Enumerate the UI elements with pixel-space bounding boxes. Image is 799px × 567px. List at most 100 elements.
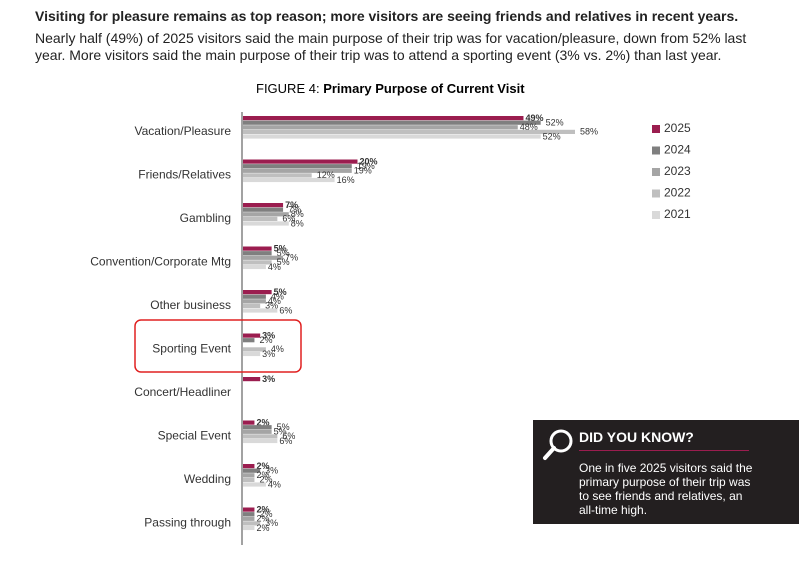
value-label: 19% — [357, 161, 375, 171]
value-label: 7% — [285, 200, 298, 210]
value-label: 19% — [354, 166, 372, 176]
bar — [243, 168, 352, 173]
bar — [243, 525, 255, 531]
bar — [243, 333, 261, 338]
value-label: 20% — [359, 156, 377, 166]
value-label: 8% — [291, 218, 304, 228]
value-label: 52% — [543, 131, 561, 141]
legend-label: 2022 — [664, 186, 691, 200]
value-label: 4% — [268, 262, 281, 272]
legend-swatch — [652, 189, 660, 198]
category-label: Other business — [150, 298, 231, 312]
bar — [243, 246, 272, 251]
bar — [243, 177, 335, 183]
value-label: 16% — [337, 175, 355, 185]
bar — [243, 120, 541, 125]
value-label: 58% — [580, 127, 598, 137]
bar — [243, 477, 255, 482]
bar — [243, 173, 312, 178]
bar — [243, 216, 278, 221]
bar — [243, 507, 255, 512]
value-label: 6% — [282, 214, 295, 224]
bar — [243, 521, 261, 526]
value-label: 2% — [259, 335, 272, 345]
bar — [243, 255, 284, 260]
legend-swatch — [652, 146, 660, 155]
bar — [243, 308, 278, 313]
value-label: 5% — [274, 427, 287, 437]
value-label: 2% — [256, 523, 269, 533]
bar — [243, 425, 272, 430]
highlight-box — [134, 319, 302, 373]
bar — [243, 351, 261, 357]
legend-label: 2023 — [664, 164, 691, 178]
magnifier-icon — [543, 429, 573, 460]
value-label: 5% — [274, 287, 287, 297]
bar — [243, 212, 289, 217]
legend-swatch — [652, 168, 660, 176]
summary: Nearly half (49%) of 2025 visitors said … — [35, 30, 747, 63]
value-label: 3% — [265, 518, 278, 528]
value-label: 4% — [271, 291, 284, 301]
bar — [243, 159, 358, 164]
bar — [243, 116, 524, 121]
bar — [243, 482, 266, 487]
value-label: 7% — [285, 253, 298, 263]
bar — [243, 299, 266, 304]
value-label: 12% — [317, 170, 335, 180]
value-label: 2% — [259, 475, 272, 485]
category-label: Gambling — [180, 211, 231, 225]
bar — [243, 420, 255, 425]
bar — [243, 134, 541, 139]
category-label: Friends/Relatives — [138, 168, 231, 182]
legend-label: 2025 — [664, 121, 691, 135]
bar — [243, 207, 284, 212]
bar — [243, 260, 272, 265]
legend-swatch — [652, 125, 660, 133]
callout-rule — [579, 450, 749, 451]
bar — [243, 129, 575, 134]
category-label: Convention/Corporate Mtg — [90, 255, 231, 269]
value-label: 2% — [256, 461, 269, 471]
value-label: 6% — [279, 305, 292, 315]
bar — [243, 221, 289, 226]
bar — [243, 516, 255, 521]
value-label: 48% — [520, 122, 538, 132]
callout-text: One in five 2025 visitors said the prima… — [579, 461, 753, 517]
bar — [243, 347, 266, 352]
value-label: 3% — [265, 301, 278, 311]
chart-title: FIGURE 4: Primary Purpose of Current Vis… — [256, 81, 525, 96]
value-label: 6% — [282, 431, 295, 441]
bar — [243, 264, 266, 270]
value-label: 2% — [256, 470, 269, 480]
value-label: 4% — [268, 479, 281, 489]
category-label: Sporting Event — [152, 342, 231, 356]
bar — [243, 434, 278, 439]
category-label: Vacation/Pleasure — [134, 124, 231, 138]
value-label: 2% — [256, 504, 269, 514]
bar — [243, 251, 272, 256]
value-label: 4% — [268, 296, 281, 306]
bar — [243, 464, 255, 469]
value-label: 2% — [256, 514, 269, 524]
bar — [243, 438, 278, 444]
callout: DID YOU KNOW? One in five 2025 visitors … — [533, 420, 799, 524]
figure-title: Primary Purpose of Current Visit — [323, 81, 525, 96]
callout-title: DID YOU KNOW? — [579, 429, 694, 445]
bar — [243, 473, 255, 478]
value-label: 5% — [274, 243, 287, 253]
value-label: 3% — [262, 374, 275, 384]
bar — [243, 377, 261, 382]
headline: Visiting for pleasure remains as top rea… — [35, 8, 739, 24]
category-label: Concert/Headliner — [134, 385, 231, 399]
value-label: 5% — [277, 257, 290, 267]
value-label: 5% — [277, 422, 290, 432]
value-label: 3% — [262, 349, 275, 359]
bar — [243, 294, 266, 299]
value-label: 3% — [262, 330, 275, 340]
value-label: 8% — [291, 209, 304, 219]
bar — [243, 303, 261, 308]
value-label: 2% — [256, 417, 269, 427]
